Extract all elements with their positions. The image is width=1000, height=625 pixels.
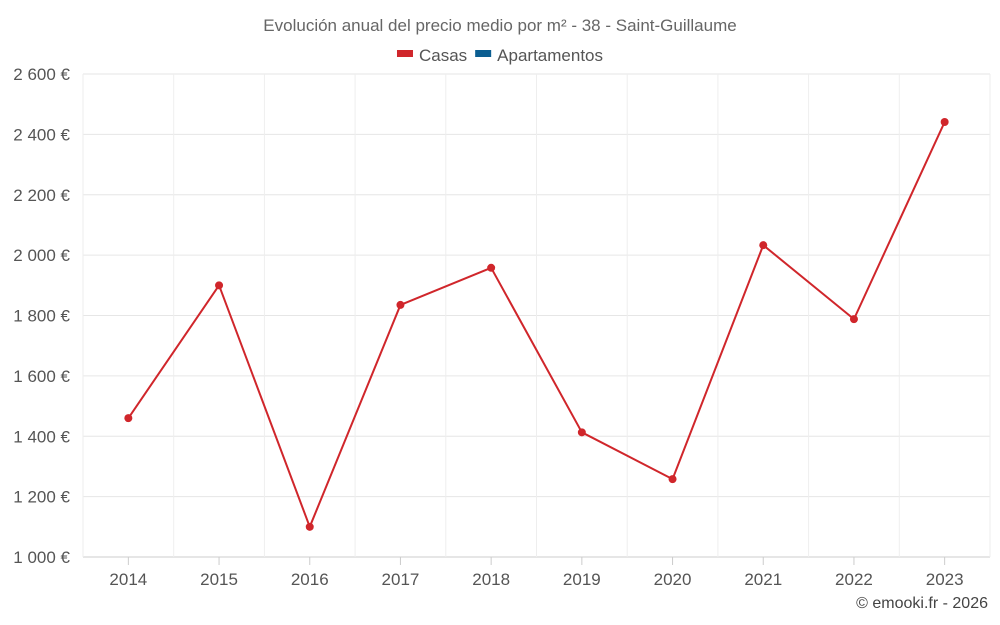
legend-label: Apartamentos xyxy=(497,46,603,65)
y-tick-label: 1 600 € xyxy=(13,367,70,386)
y-axis: 1 000 € 1 200 € 1 400 € 1 600 € 1 800 € 2 000… xyxy=(13,65,70,567)
series-layer xyxy=(124,117,949,531)
x-tick-label: 2015 xyxy=(200,570,238,589)
y-tick-label: 2 600 € xyxy=(13,65,70,84)
legend-swatch xyxy=(475,50,492,57)
x-tick-label: 2014 xyxy=(109,570,147,589)
data-point xyxy=(305,522,314,531)
x-tick-label: 2019 xyxy=(563,570,601,589)
legend-label: Casas xyxy=(419,46,467,65)
y-tick-label: 1 400 € xyxy=(13,427,70,446)
y-tick-label: 1 200 € xyxy=(13,488,70,507)
data-point xyxy=(940,117,949,126)
y-tick-label: 1 000 € xyxy=(13,548,70,567)
y-tick-label: 2 400 € xyxy=(13,125,70,144)
y-tick-label: 1 800 € xyxy=(13,307,70,326)
legend: Casas Apartamentos xyxy=(396,46,603,65)
y-tick-label: 2 200 € xyxy=(13,186,70,205)
grid xyxy=(82,73,991,558)
chart-title: Evolución anual del precio medio por m² … xyxy=(263,16,736,35)
data-point xyxy=(849,315,858,324)
data-point xyxy=(487,263,496,272)
data-point xyxy=(577,428,586,437)
x-tick-label: 2023 xyxy=(926,570,964,589)
x-tick-label: 2016 xyxy=(291,570,329,589)
data-point xyxy=(396,300,405,309)
y-tick-label: 2 000 € xyxy=(13,246,70,265)
series-line-casas xyxy=(127,121,946,528)
x-axis: 2014 2015 2016 2017 2018 2019 2020 2021 2022 2023 xyxy=(109,557,964,589)
x-tick-label: 2022 xyxy=(835,570,873,589)
data-point xyxy=(215,281,224,290)
legend-swatch xyxy=(396,50,413,57)
x-tick-label: 2017 xyxy=(382,570,420,589)
credit: © emooki.fr - 2026 xyxy=(856,595,988,612)
x-tick-label: 2021 xyxy=(744,570,782,589)
x-tick-label: 2020 xyxy=(654,570,692,589)
data-point xyxy=(668,475,677,484)
data-point xyxy=(124,414,133,423)
x-tick-label: 2018 xyxy=(472,570,510,589)
data-point xyxy=(759,241,768,250)
